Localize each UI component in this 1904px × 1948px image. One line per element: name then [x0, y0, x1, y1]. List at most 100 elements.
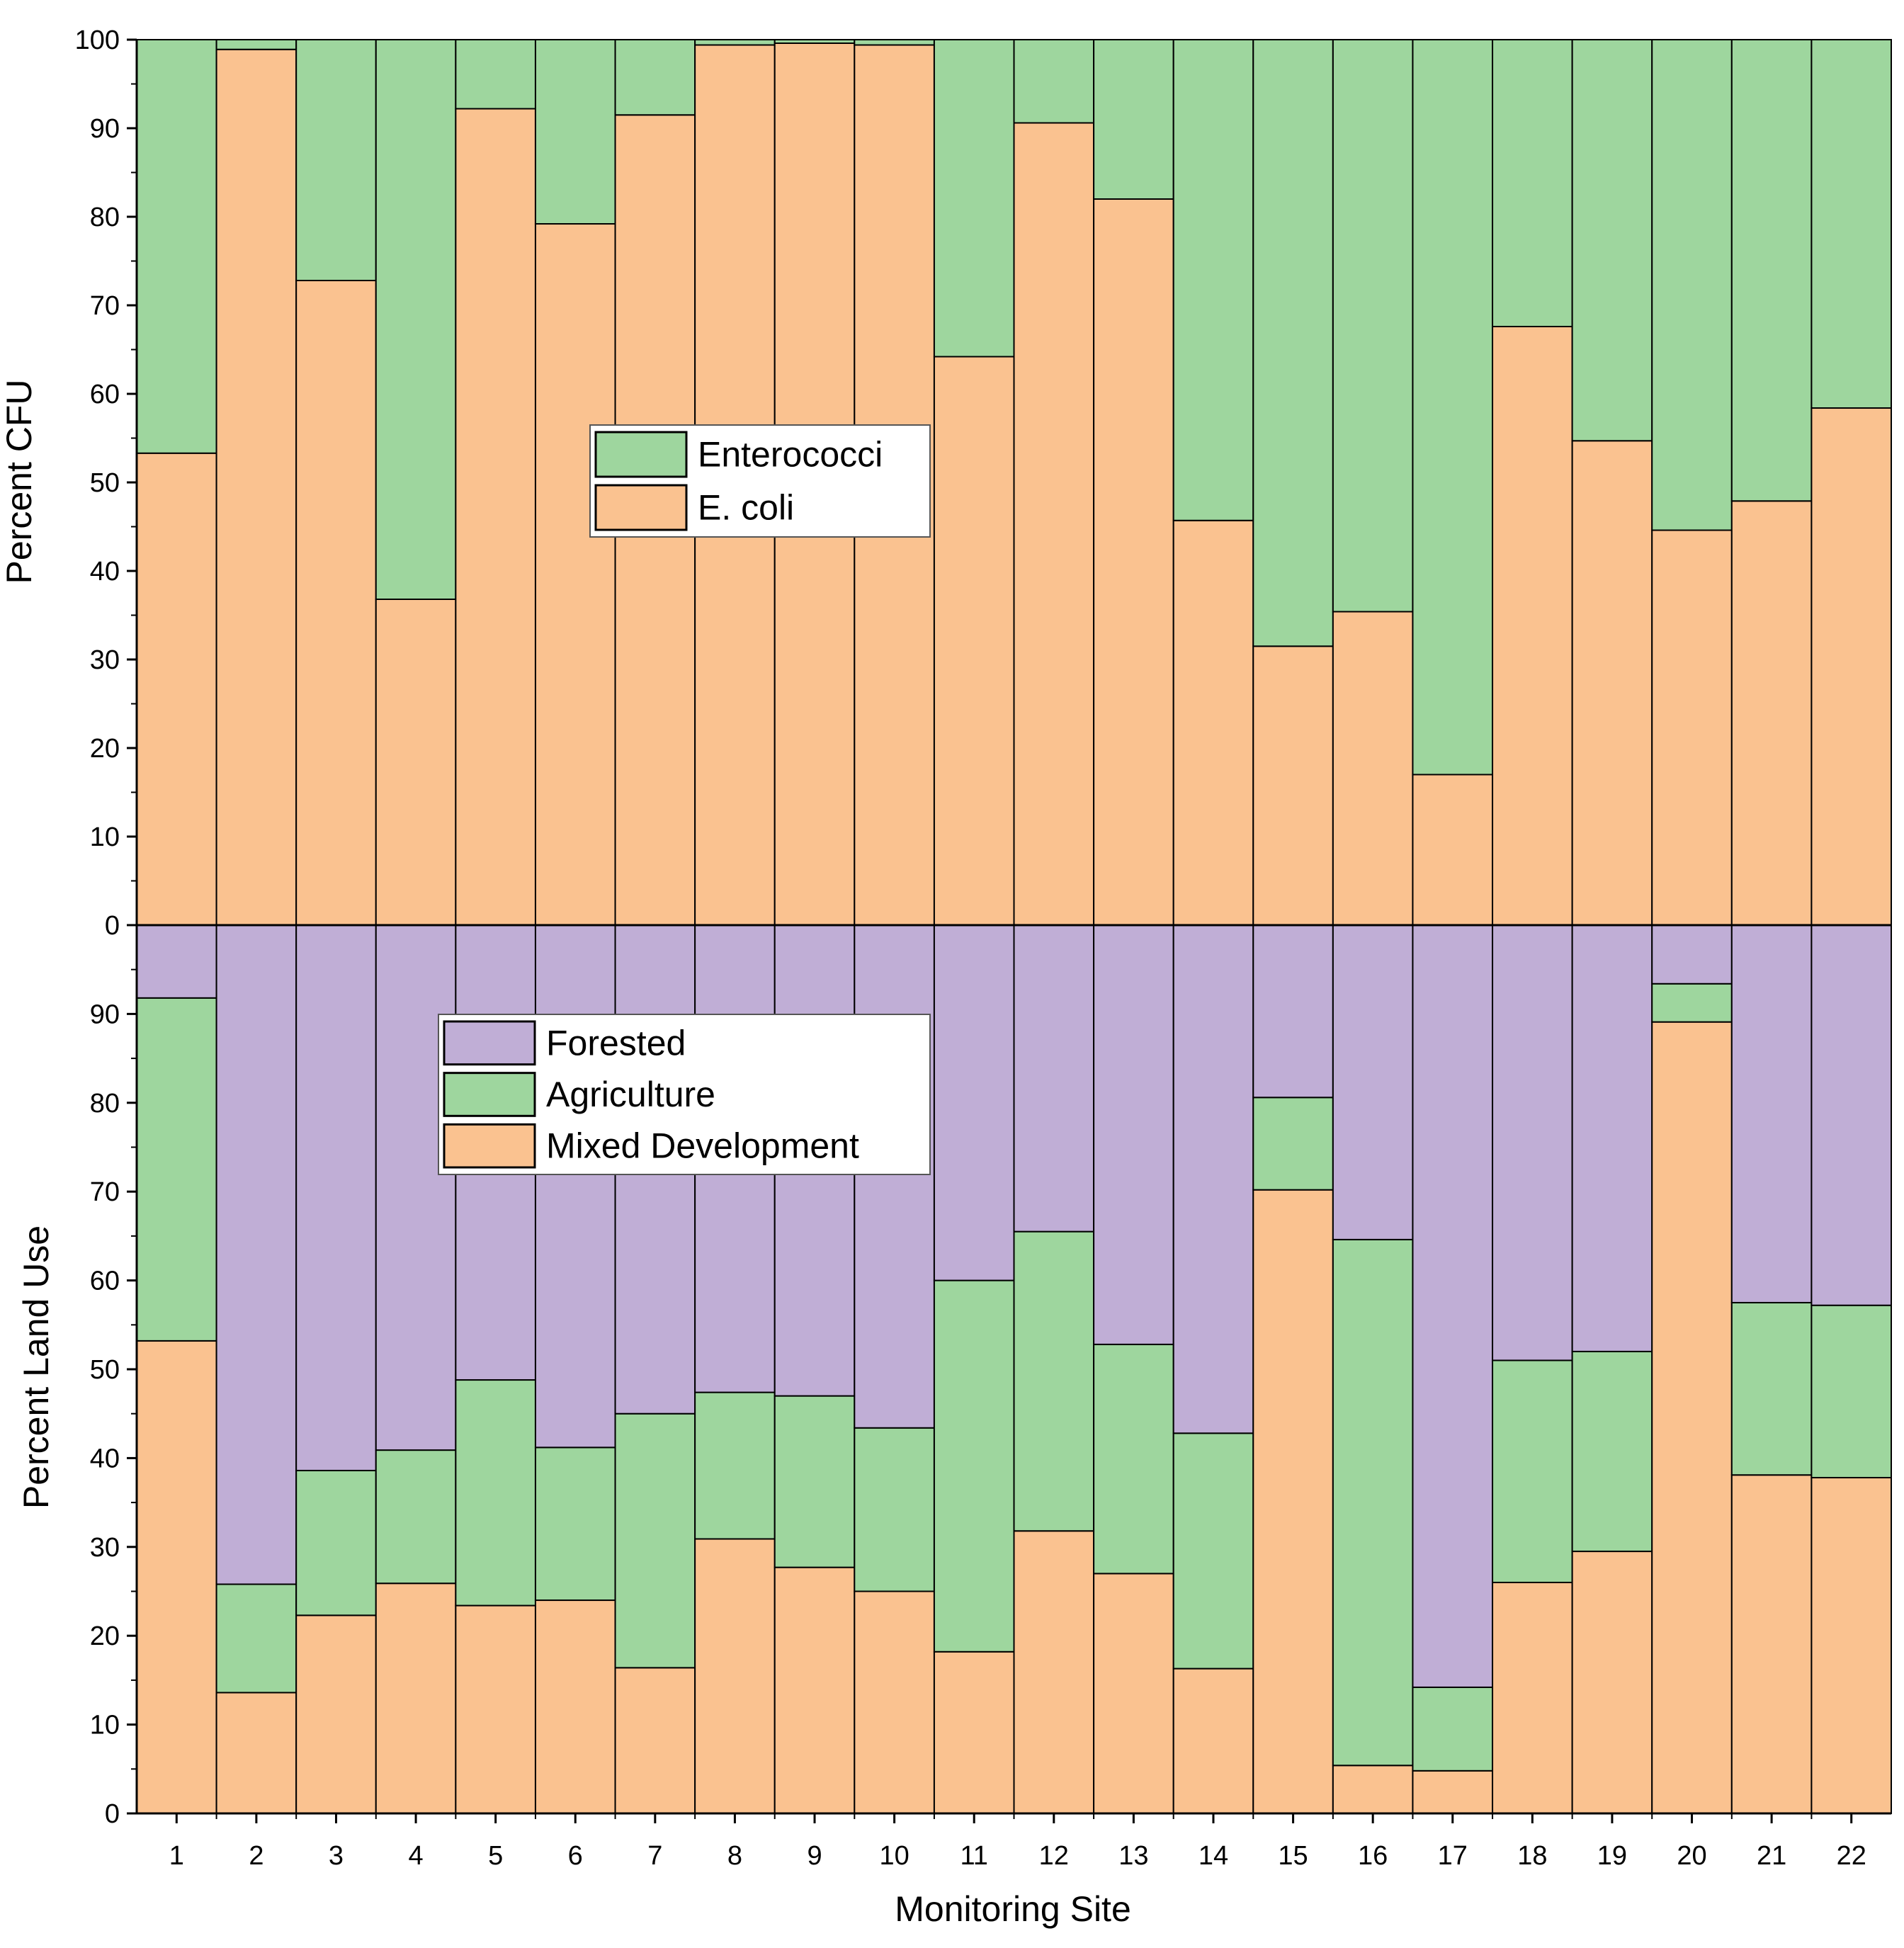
- land-use-bar-site-15-forested: [1252, 924, 1334, 1099]
- land-use-bar-site-20-mixed-development: [1651, 1021, 1733, 1814]
- x-tick-label-site-12: 12: [1039, 1841, 1069, 1871]
- cfu-bar-site-5-e-coli: [455, 108, 536, 926]
- cfu-y-tick-label: 60: [90, 380, 120, 409]
- cfu-bar-site-19-e-coli: [1571, 440, 1653, 926]
- land-use-legend-label-agriculture: Agriculture: [546, 1075, 715, 1114]
- land-use-bar-site-12-forested: [1013, 924, 1095, 1233]
- cfu-bar-site-7-enterococci: [614, 39, 696, 116]
- land-use-y-tick-label: 30: [90, 1533, 120, 1563]
- cfu-bar-site-21-e-coli: [1730, 500, 1813, 926]
- cfu-bar-site-8-enterococci: [694, 39, 776, 46]
- land-use-bar-site-8-mixed-development: [694, 1538, 776, 1814]
- land-use-bar-site-1-agriculture: [136, 997, 217, 1342]
- land-use-bars: [136, 924, 1893, 1815]
- land-use-bar-site-11-agriculture: [933, 1279, 1015, 1653]
- land-use-bar-site-5-agriculture: [455, 1379, 536, 1607]
- land-use-y-tick-label: 60: [90, 1267, 120, 1296]
- land-use-bar-site-16-mixed-development: [1332, 1765, 1414, 1814]
- land-use-bar-site-7-mixed-development: [614, 1667, 696, 1814]
- cfu-bar-site-5-enterococci: [455, 39, 536, 110]
- cfu-bar-site-19-enterococci: [1571, 39, 1653, 442]
- land-use-bar-site-3-agriculture: [295, 1469, 377, 1616]
- cfu-bar-site-1-enterococci: [136, 39, 217, 454]
- land-use-bar-site-11-mixed-development: [933, 1650, 1015, 1814]
- land-use-y-tick-label: 80: [90, 1089, 120, 1119]
- cfu-y-tick-label: 30: [90, 645, 120, 675]
- land-use-bar-site-4-agriculture: [375, 1449, 457, 1585]
- x-tick-label-site-4: 4: [408, 1841, 423, 1871]
- x-tick-label-site-17: 17: [1438, 1841, 1468, 1871]
- land-use-bar-site-15-mixed-development: [1252, 1189, 1334, 1814]
- land-use-legend-swatch-agriculture: [443, 1072, 536, 1117]
- x-axis-title: Monitoring Site: [895, 1889, 1131, 1929]
- land-use-legend-swatch-forested: [443, 1020, 536, 1066]
- cfu-bar-site-14-e-coli: [1172, 519, 1254, 926]
- land-use-legend-swatch-mixed-development: [443, 1123, 536, 1169]
- cfu-legend-label-enterococci: Enterococci: [698, 435, 883, 475]
- land-use-bar-site-8-agriculture: [694, 1391, 776, 1540]
- land-use-bar-site-15-agriculture: [1252, 1097, 1334, 1191]
- land-use-bar-site-17-agriculture: [1412, 1686, 1494, 1772]
- land-use-bar-site-9-agriculture: [774, 1395, 856, 1568]
- cfu-y-axis: 0 10 20 30 40 50 60 70 80 90 100: [75, 26, 138, 941]
- land-use-bar-site-6-agriculture: [534, 1446, 616, 1602]
- land-use-bar-site-16-agriculture: [1332, 1238, 1414, 1767]
- land-use-bar-site-1-mixed-development: [136, 1340, 217, 1814]
- cfu-bar-site-6-e-coli: [534, 223, 616, 926]
- land-use-y-axis-title: Percent Land Use: [16, 1225, 56, 1509]
- cfu-bar-site-15-enterococci: [1252, 39, 1334, 647]
- land-use-y-tick-label: 0: [105, 1799, 120, 1829]
- cfu-bar-site-18-enterococci: [1492, 39, 1573, 327]
- x-tick-label-site-7: 7: [647, 1841, 662, 1871]
- x-tick-label-site-8: 8: [727, 1841, 742, 1871]
- cfu-bar-site-16-e-coli: [1332, 611, 1414, 926]
- cfu-bar-site-18-e-coli: [1492, 326, 1573, 926]
- land-use-bar-site-2-forested: [215, 924, 298, 1585]
- land-use-bar-site-6-forested: [534, 924, 616, 1449]
- land-use-y-tick-label: 40: [90, 1444, 120, 1473]
- cfu-bar-site-17-e-coli: [1412, 774, 1494, 926]
- cfu-bar-site-12-enterococci: [1013, 39, 1095, 124]
- land-use-y-tick-label: 50: [90, 1355, 120, 1385]
- x-tick-label-site-9: 9: [807, 1841, 822, 1871]
- land-use-bar-site-10-agriculture: [854, 1427, 935, 1592]
- site-x-axis: 1 2 3 4 5 6 7 8 9 10 11 12 13 14 15 16 17 18 19 20 21 22: [137, 1812, 1891, 1871]
- land-use-bar-site-19-forested: [1571, 924, 1653, 1352]
- land-use-bar-site-12-mixed-development: [1013, 1530, 1095, 1815]
- cfu-y-tick-label: 40: [90, 557, 120, 587]
- cfu-bar-site-13-enterococci: [1093, 39, 1174, 200]
- land-use-bar-site-10-forested: [854, 924, 935, 1429]
- land-use-bar-site-21-agriculture: [1730, 1301, 1813, 1476]
- land-use-y-tick-label: 90: [90, 1000, 120, 1029]
- cfu-bar-site-22-e-coli: [1810, 407, 1893, 926]
- land-use-bar-site-21-forested: [1730, 924, 1813, 1303]
- cfu-bar-site-11-e-coli: [933, 356, 1015, 926]
- x-tick-label-site-3: 3: [329, 1841, 344, 1871]
- land-use-bar-site-14-forested: [1172, 924, 1254, 1434]
- cfu-bar-site-16-enterococci: [1332, 39, 1414, 613]
- land-use-bar-site-2-agriculture: [215, 1583, 298, 1694]
- land-use-bar-site-17-mixed-development: [1412, 1769, 1494, 1815]
- land-use-legend-label-mixed-development: Mixed Development: [546, 1126, 859, 1166]
- x-tick-label-site-6: 6: [568, 1841, 583, 1871]
- land-use-bar-site-9-mixed-development: [774, 1566, 856, 1815]
- cfu-y-tick-label: 70: [90, 291, 120, 321]
- x-tick-label-site-22: 22: [1837, 1841, 1866, 1871]
- cfu-bar-site-17-enterococci: [1412, 39, 1494, 776]
- x-tick-label-site-18: 18: [1517, 1841, 1547, 1871]
- land-use-y-tick-label: 10: [90, 1711, 120, 1740]
- land-use-bar-site-10-mixed-development: [854, 1590, 935, 1814]
- cfu-bar-site-14-enterococci: [1172, 39, 1254, 521]
- land-use-bar-site-5-mixed-development: [455, 1604, 536, 1814]
- x-tick-label-site-2: 2: [249, 1841, 264, 1871]
- land-use-bar-site-18-agriculture: [1492, 1359, 1573, 1583]
- cfu-bar-site-6-enterococci: [534, 39, 616, 225]
- cfu-panel: 0 10 20 30 40 50 60 70 80 90 100 Percent CFU Enter…: [0, 26, 1893, 941]
- land-use-bar-site-13-forested: [1093, 924, 1174, 1345]
- cfu-bar-site-1-e-coli: [136, 452, 217, 926]
- land-use-bar-site-17-forested: [1412, 924, 1494, 1688]
- land-use-bar-site-16-forested: [1332, 924, 1414, 1240]
- land-use-bar-site-18-mixed-development: [1492, 1581, 1573, 1814]
- land-use-bar-site-22-mixed-development: [1810, 1476, 1893, 1815]
